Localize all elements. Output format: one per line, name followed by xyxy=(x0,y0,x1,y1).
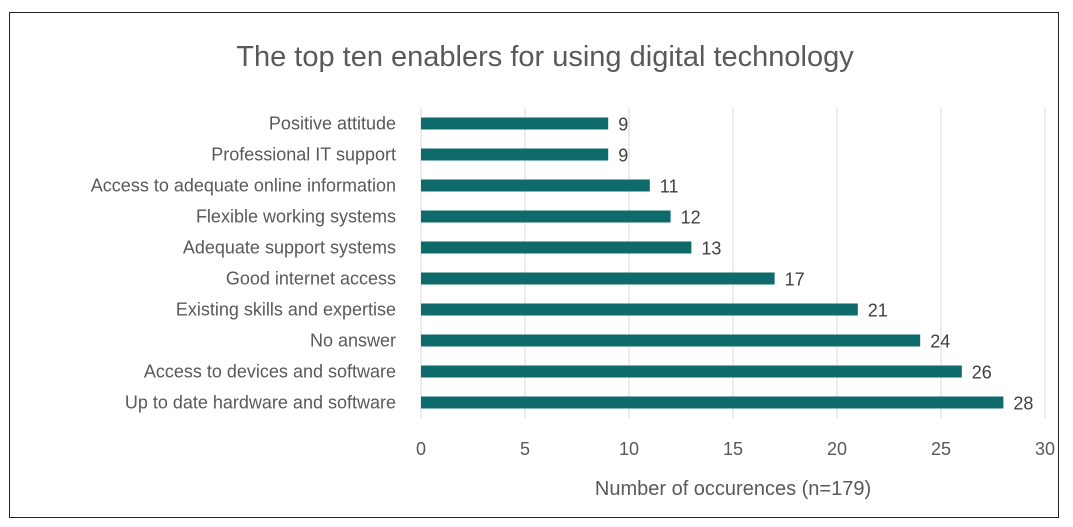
x-tick-label-3: 15 xyxy=(723,439,743,459)
x-tick-label-1: 5 xyxy=(520,439,530,459)
x-axis-label: Number of occurences (n=179) xyxy=(595,478,871,500)
data-label-6: 21 xyxy=(868,301,888,321)
category-label-2: Access to adequate online information xyxy=(91,176,396,196)
bar-9 xyxy=(421,396,1004,409)
bars xyxy=(421,117,1004,409)
data-label-0: 9 xyxy=(618,115,628,135)
bar-2 xyxy=(421,179,650,192)
bar-6 xyxy=(421,303,858,316)
category-label-9: Up to date hardware and software xyxy=(125,393,396,413)
category-label-4: Adequate support systems xyxy=(183,238,396,258)
data-label-1: 9 xyxy=(618,146,628,166)
bar-5 xyxy=(421,272,775,285)
x-tick-label-5: 25 xyxy=(931,439,951,459)
x-tick-label-4: 20 xyxy=(827,439,847,459)
data-label-9: 28 xyxy=(1013,394,1033,414)
bar-1 xyxy=(421,148,609,161)
data-label-4: 13 xyxy=(701,239,721,259)
data-label-2: 11 xyxy=(660,177,679,197)
x-tick-label-6: 30 xyxy=(1035,439,1055,459)
category-label-7: No answer xyxy=(310,331,396,351)
bar-4 xyxy=(421,241,692,254)
category-label-1: Professional IT support xyxy=(211,145,396,165)
x-tick-label-0: 0 xyxy=(416,439,426,459)
category-labels: Positive attitude Professional IT support… xyxy=(91,114,396,413)
bar-8 xyxy=(421,365,962,378)
data-label-3: 12 xyxy=(681,208,701,228)
category-label-6: Existing skills and expertise xyxy=(176,300,396,320)
data-label-7: 24 xyxy=(930,332,950,352)
category-label-3: Flexible working systems xyxy=(196,207,396,227)
x-tick-labels: 0 5 10 15 20 25 30 xyxy=(416,439,1055,459)
bar-3 xyxy=(421,210,671,223)
x-tick-label-2: 10 xyxy=(619,439,639,459)
data-label-8: 26 xyxy=(972,363,992,383)
data-label-5: 17 xyxy=(785,270,805,290)
bar-0 xyxy=(421,117,609,130)
chart-frame xyxy=(9,12,1059,518)
bar-7 xyxy=(421,334,921,347)
chart-title: The top ten enablers for using digital t… xyxy=(236,41,854,73)
category-label-8: Access to devices and software xyxy=(144,362,396,382)
category-label-5: Good internet access xyxy=(226,269,396,289)
category-label-0: Positive attitude xyxy=(269,114,396,134)
